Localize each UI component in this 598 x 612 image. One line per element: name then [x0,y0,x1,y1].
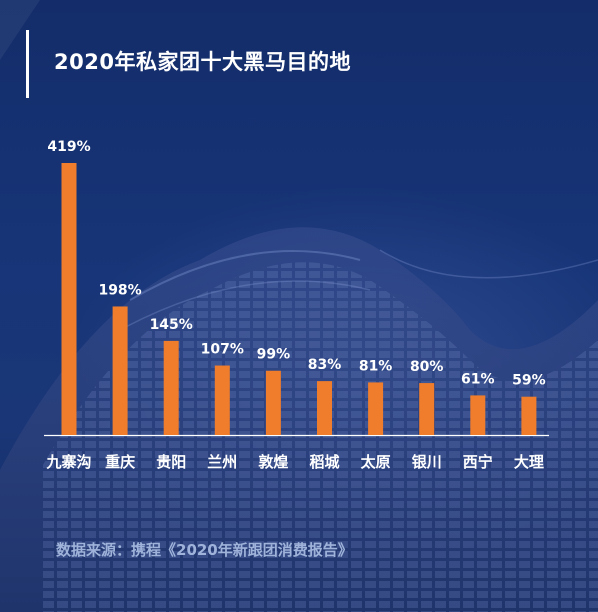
category-label-8: 西宁 [463,453,493,471]
value-label-3: 107% [201,342,244,358]
category-label-9: 大理 [514,453,544,471]
value-label-6: 81% [359,358,393,374]
category-label-3: 兰州 [207,453,237,471]
category-label-7: 银川 [412,453,442,471]
value-label-8: 61% [461,371,495,387]
bar-2 [163,340,179,435]
bar-7 [419,383,435,435]
value-label-4: 99% [257,347,291,363]
title-accent-bar [26,30,29,98]
category-label-0: 九寨沟 [45,453,91,471]
value-label-2: 145% [150,317,193,333]
bar-4 [265,370,281,435]
bar-5 [317,381,332,435]
value-label-0: 419% [47,139,90,155]
category-label-6: 太原 [361,453,391,471]
value-label-5: 83% [308,357,342,373]
value-label-9: 59% [512,373,546,389]
bar-3 [214,365,230,435]
category-label-2: 贵阳 [156,453,186,471]
value-label-7: 80% [410,359,444,375]
value-label-1: 198% [98,282,141,298]
category-label-5: 稻城 [309,453,339,471]
category-label-1: 重庆 [105,453,135,471]
bar-9 [521,396,537,435]
data-source-note: 数据来源：携程《2020年新跟团消费报告》 [56,541,353,559]
category-label-4: 敦煌 [258,453,288,471]
chart-title: 2020年私家团十大黑马目的地 [54,50,351,74]
bar-6 [368,382,384,435]
bar-1 [112,306,128,435]
bar-8 [470,395,486,435]
bar-0 [61,163,77,435]
